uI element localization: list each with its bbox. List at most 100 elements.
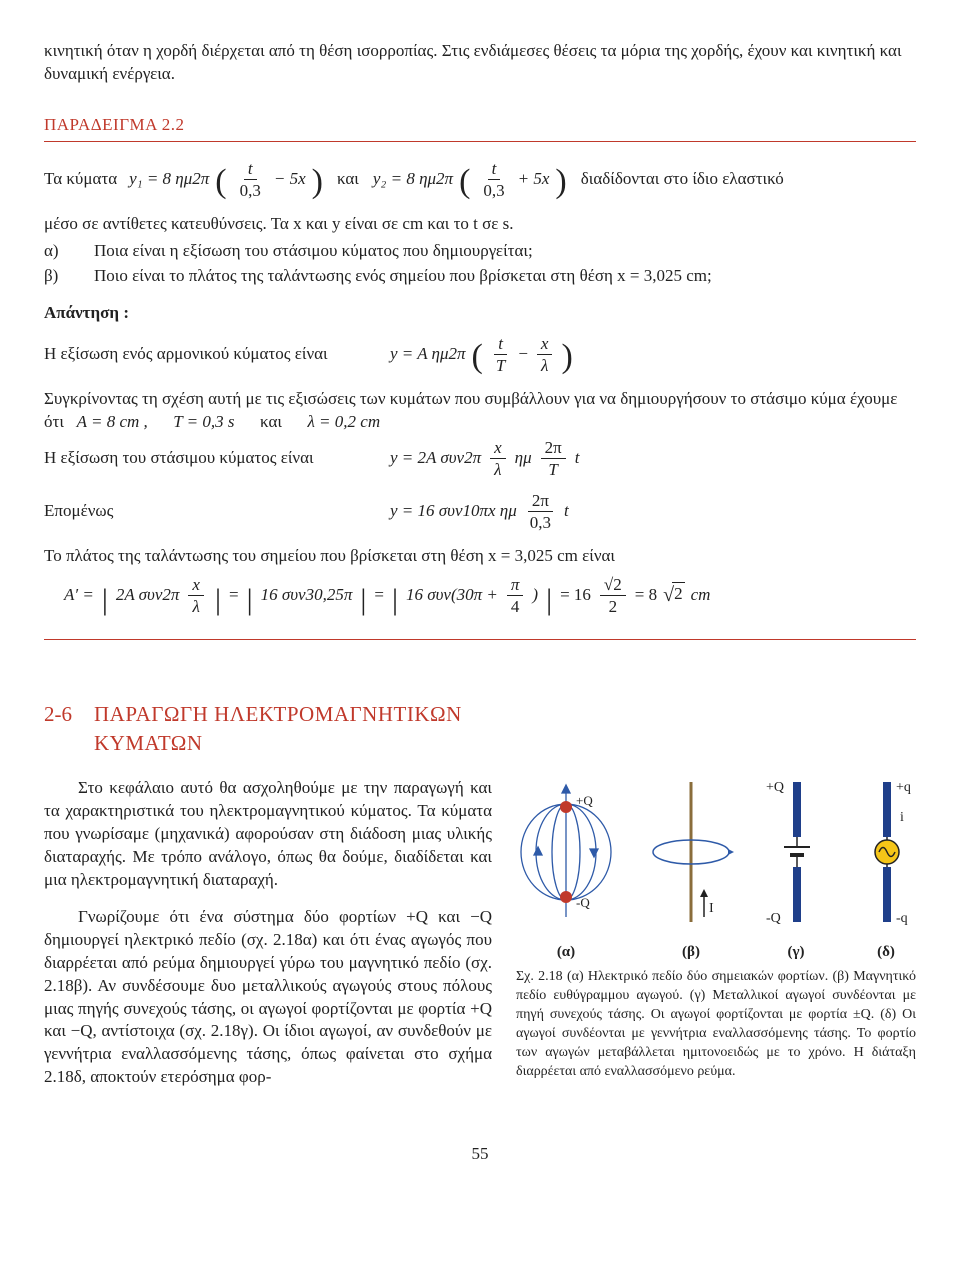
two-column-body: Στο κεφάλαιο αυτό θα ασχοληθούμε με την … [44,777,916,1103]
section-title-b: ΚΥΜΑΤΩΝ [94,729,462,757]
frac-tT: t T [492,335,509,374]
frac-xl6: x λ [188,576,204,615]
den-03: 0,3 [236,180,265,199]
figure-a: +Q -Q (α) [516,777,616,962]
minusQ-label: -Q [576,895,590,910]
d: T [544,459,561,478]
l2-lambda: λ = 0,2 cm [307,412,380,431]
n: 2π [528,492,553,512]
num-t2: t [488,160,501,180]
right-column: +Q -Q (α) I (β) [516,777,916,1103]
l2-and: και [260,412,282,431]
paragraph-2: Γνωρίζουμε ότι ένα σύστημα δύο φορτίων +… [44,906,492,1090]
n: √2 [600,576,626,596]
b4: = 16 [560,584,591,607]
eq2: = [374,584,384,607]
a1-eq-pre: y = A ημ2π [390,343,466,366]
d: 4 [507,596,524,615]
and-text: και [337,168,359,191]
answer-line2-text: Συγκρίνοντας τη σχέση αυτή με τις εξισώσ… [44,388,916,434]
fig-a-label: (α) [516,942,616,962]
n: x [188,576,204,596]
example-rule [44,141,916,142]
l4-post: t [564,500,569,523]
section-rule [44,639,916,640]
example-line2: μέσο σε αντίθετες κατευθύνσεις. Τα x και… [44,213,916,236]
plus5x: + 5x [518,168,550,191]
num: x [537,335,553,355]
frac-xlambda: x λ [537,335,553,374]
question-list: α) Ποια είναι η εξίσωση του στάσιμου κύμ… [44,240,916,288]
fig-c-label: (γ) [766,942,826,962]
fig-d-label: (δ) [856,942,916,962]
frac-sqrt22: √2 2 [600,576,626,615]
b2: 16 συν30,25π [261,584,353,607]
l3-pre: y = 2A συν2π [390,447,481,470]
a1-text: Η εξίσωση ενός αρμονικού κύματος είναι [44,343,384,366]
den: λ [537,355,552,374]
l2-T: T = 0,3 s [173,412,234,431]
answer-line1: Η εξίσωση ενός αρμονικού κύματος είναι y… [44,335,916,374]
left-column: Στο κεφάλαιο αυτό θα ασχοληθούμε με την … [44,777,492,1103]
answer-label: Απάντηση : [44,302,916,325]
fig-b-label: (β) [646,942,736,962]
figure-d: +q i -q (δ) [856,777,916,962]
paragraph-1: Στο κεφάλαιο αυτό θα ασχοληθούμε με την … [44,777,492,892]
sqrt-body: 2 [672,582,685,606]
minus-sign: − [518,343,528,366]
unit-cm: cm [691,584,711,607]
section-heading: 2-6 ΠΑΡΑΓΩΓΗ ΗΛΕΚΤΡΟΜΑΓΝΗΤΙΚΩΝ ΚΥΜΑΤΩΝ [44,700,916,757]
intro-text: κινητική όταν η χορδή διέρχεται από τη θ… [44,40,916,86]
lead-text: Τα κύματα [44,168,117,191]
y2-lhs: y₂ = 8 ημ2π [373,168,453,191]
figure-b: I (β) [646,777,736,962]
figure-row: +Q -Q (α) I (β) [516,777,916,962]
frac-2piT: 2π T [541,439,566,478]
n: π [507,576,524,596]
frac-t-03-b: t 0,3 [479,160,508,199]
l3-text: Η εξίσωση του στάσιμου κύματος είναι [44,447,384,470]
a-prime: A′ = [64,584,94,607]
answer-line3: Η εξίσωση του στάσιμου κύματος είναι y =… [44,439,916,478]
sqrt2: 2 [663,582,684,609]
plusQ-label: +Q [576,793,593,808]
I-label: I [709,901,714,916]
frac-pi4: π 4 [507,576,524,615]
frac-t-03-a: t 0,3 [236,160,265,199]
frac-2pi03: 2π 0,3 [526,492,555,531]
dc-rods-icon: +Q -Q [766,777,826,927]
num-t: t [244,160,257,180]
i-label-d: i [900,810,904,825]
section-title-a: ΠΑΡΑΓΩΓΗ ΗΛΕΚΤΡΟΜΑΓΝΗΤΙΚΩΝ [94,700,462,728]
figure-caption: Σχ. 2.18 (α) Ηλεκτρικό πεδίο δύο σημειακ… [516,968,916,1081]
plusQ-label-c: +Q [766,780,784,795]
answer-line5: Το πλάτος της ταλάντωσης του σημείου που… [44,545,916,568]
page-number: 55 [44,1143,916,1166]
l3-mid: ημ [515,447,532,470]
d: λ [189,596,204,615]
n: x [490,439,506,459]
plusq-label: +q [896,780,911,795]
qa-text: Ποια είναι η εξίσωση του στάσιμου κύματο… [94,240,533,263]
l4-pre: y = 16 συν10πx ημ [390,500,517,523]
wire-field-icon: I [646,777,736,927]
qb-text: Ποιο είναι το πλάτος της ταλάντωσης ενός… [94,265,712,288]
d: 2 [605,596,622,615]
section-number: 2-6 [44,700,72,728]
den-032: 0,3 [479,180,508,199]
lead-c: διαδίδονται στο ίδιο ελαστικό [581,168,784,191]
l2-A: A = 8 cm , [77,412,148,431]
qa-label: α) [44,240,64,263]
minusq-label: -q [896,911,908,926]
b1: 2A συν2π [116,584,180,607]
l3-post: t [575,447,580,470]
example-waves-line: Τα κύματα y₁ = 8 ημ2π ( t 0,3 − 5x ) και… [44,160,916,199]
minusQ-label-c: -Q [766,911,781,926]
b5: = 8 [635,584,657,607]
d: λ [490,459,505,478]
frac-xl3: x λ [490,439,506,478]
qb-label: β) [44,265,64,288]
dipole-field-icon: +Q -Q [516,777,616,927]
b3b: ) [532,584,538,607]
y1-lhs: y₁ = 8 ημ2π [129,168,209,191]
